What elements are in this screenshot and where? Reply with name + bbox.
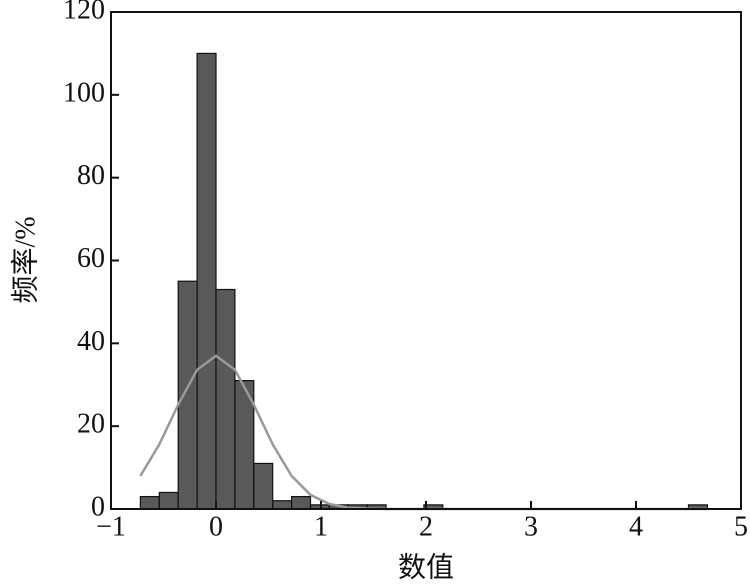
y-tick-label: 80 (77, 160, 105, 191)
x-tick-label: 1 (314, 511, 328, 542)
y-tick-label: 20 (77, 409, 105, 440)
y-tick-label: 40 (77, 326, 105, 357)
bar (272, 500, 293, 510)
bar (158, 491, 179, 510)
bar (139, 495, 160, 510)
bar (253, 462, 274, 510)
x-tick-label: 4 (629, 511, 643, 542)
y-tick-label: 100 (63, 77, 105, 108)
x-axis-label: 数值 (398, 551, 454, 583)
x-tick-label: 5 (734, 511, 748, 542)
bar (215, 288, 236, 510)
x-tick-label: 2 (419, 511, 433, 542)
x-tick-label: 3 (524, 511, 538, 542)
bar (177, 280, 198, 510)
x-tick-label: −1 (96, 511, 126, 542)
x-tick-label: 0 (209, 511, 223, 542)
y-axis-label: 频率/% (9, 216, 41, 303)
y-tick-label: 120 (63, 0, 105, 25)
y-tick-label: 0 (91, 491, 105, 522)
bar (291, 495, 312, 510)
bar (196, 52, 217, 510)
y-tick-label: 60 (77, 243, 105, 274)
